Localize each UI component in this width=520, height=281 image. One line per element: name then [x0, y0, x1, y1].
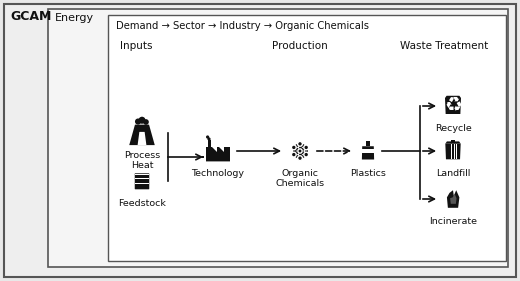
Circle shape [138, 117, 146, 124]
Bar [451, 140, 455, 142]
Text: Process
Heat: Process Heat [124, 151, 160, 170]
Text: Energy: Energy [55, 13, 94, 23]
Bar [366, 141, 370, 143]
Circle shape [304, 152, 308, 157]
Bar [48, 9, 508, 267]
Circle shape [143, 119, 149, 125]
Polygon shape [445, 96, 461, 98]
Text: GCAM: GCAM [10, 10, 51, 23]
Bar [456, 144, 457, 159]
Polygon shape [362, 146, 374, 160]
Text: Inputs: Inputs [120, 41, 152, 51]
Bar [362, 155, 374, 156]
FancyBboxPatch shape [135, 173, 149, 189]
Polygon shape [445, 98, 461, 114]
Bar [207, 140, 211, 150]
Text: Incinerate: Incinerate [429, 217, 477, 226]
Text: Technology: Technology [191, 169, 244, 178]
Polygon shape [445, 141, 461, 144]
Circle shape [206, 135, 209, 139]
Bar [135, 178, 149, 179]
Text: Demand → Sector → Industry → Organic Chemicals: Demand → Sector → Industry → Organic Che… [116, 21, 369, 31]
Polygon shape [129, 125, 155, 145]
Circle shape [291, 152, 296, 157]
Bar [108, 15, 506, 261]
Text: Recycle: Recycle [435, 124, 471, 133]
Text: Feedstock: Feedstock [118, 199, 166, 208]
Circle shape [297, 156, 303, 160]
Text: ♻: ♻ [444, 96, 462, 115]
Circle shape [298, 149, 302, 153]
Circle shape [291, 145, 296, 150]
Text: Landfill: Landfill [436, 169, 470, 178]
Circle shape [135, 119, 141, 125]
Bar [362, 149, 374, 150]
Circle shape [304, 145, 308, 150]
Bar [362, 149, 374, 152]
Text: Organic
Chemicals: Organic Chemicals [276, 169, 324, 188]
Bar [451, 144, 452, 159]
Text: Plastics: Plastics [350, 169, 386, 178]
Polygon shape [445, 144, 461, 159]
Bar [366, 143, 370, 146]
Bar [453, 144, 454, 159]
Bar [135, 183, 149, 184]
Text: Production: Production [272, 41, 328, 51]
Circle shape [297, 141, 303, 146]
Bar [135, 174, 149, 175]
Text: Waste Treatment: Waste Treatment [400, 41, 488, 51]
Polygon shape [450, 194, 457, 204]
Polygon shape [447, 190, 459, 208]
Polygon shape [138, 132, 147, 145]
Circle shape [207, 137, 211, 140]
Polygon shape [206, 147, 230, 161]
